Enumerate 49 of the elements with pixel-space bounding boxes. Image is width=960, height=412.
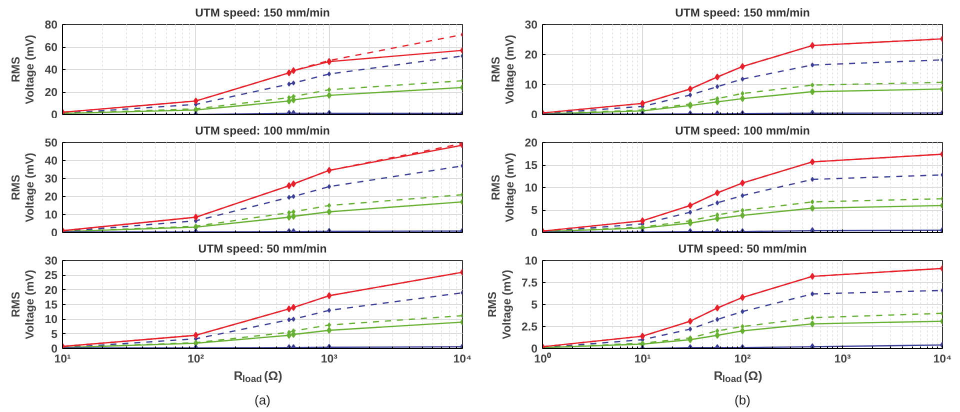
y-tick-label: 50: [44, 138, 58, 150]
chart-title: UTM speed: 50 mm/min: [198, 244, 327, 256]
chart-title: UTM speed: 150 mm/min: [195, 8, 330, 20]
y-tick-label: 30: [44, 174, 58, 186]
y-tick-label: 40: [44, 64, 58, 76]
y-tick-label: 2.5: [522, 322, 538, 334]
chart-title: UTM speed: 50 mm/min: [678, 244, 807, 256]
y-tick-label: 10: [524, 182, 538, 194]
y-tick-label: 30: [44, 256, 58, 268]
y-tick-label: 10: [524, 256, 538, 268]
x-tick-label: 10³: [834, 354, 851, 366]
y-tick-label: 0: [51, 344, 58, 356]
y-tick-label: 15: [524, 160, 538, 172]
y-tick-label: 40: [44, 156, 58, 168]
x-tick-label: 10¹: [54, 354, 71, 366]
y-tick-label: 80: [44, 20, 58, 32]
y-tick-label: 20: [524, 138, 538, 150]
y-tick-label: 10: [524, 80, 538, 92]
x-tick-label: 10¹: [634, 354, 651, 366]
y-axis-title: RMS Voltage (mV): [10, 270, 37, 340]
chart-title: UTM speed: 150 mm/min: [675, 8, 810, 20]
y-axis-title: RMS Voltage (mV): [10, 34, 37, 104]
y-tick-label: 15: [44, 300, 58, 312]
y-tick-label: 25: [44, 270, 58, 282]
y-tick-label: 60: [44, 42, 58, 54]
y-axis-title: RMS Voltage (mV): [490, 34, 517, 104]
chart-title: UTM speed: 100 mm/min: [675, 126, 810, 138]
x-tick-label: 10³: [320, 354, 338, 366]
y-tick-label: 7.5: [522, 278, 538, 290]
chart-title: UTM speed: 100 mm/min: [195, 126, 330, 138]
x-tick-label: 10⁴: [453, 354, 472, 366]
x-tick-label: 10⁴: [933, 354, 952, 366]
y-tick-label: 5: [51, 328, 58, 341]
y-axis-title: RMS Voltage (mV): [490, 152, 517, 222]
y-axis-title: RMS Voltage (mV): [487, 270, 514, 340]
y-tick-label: 20: [44, 87, 58, 99]
y-tick-label: 5: [531, 205, 538, 217]
x-tick-label: 10²: [734, 354, 751, 366]
x-tick-label: 10²: [188, 354, 204, 366]
y-axis-title: RMS Voltage (mV): [10, 152, 37, 222]
y-tick-label: 5: [531, 300, 538, 312]
y-tick-label: 30: [524, 20, 538, 32]
text: (a): [254, 392, 270, 408]
y-tick-label: 20: [44, 192, 58, 204]
y-tick-label: 20: [44, 284, 58, 297]
y-tick-label: 10: [44, 210, 58, 222]
y-tick-label: 10: [44, 314, 58, 326]
text: (b): [734, 392, 750, 408]
y-tick-label: 20: [524, 50, 538, 62]
